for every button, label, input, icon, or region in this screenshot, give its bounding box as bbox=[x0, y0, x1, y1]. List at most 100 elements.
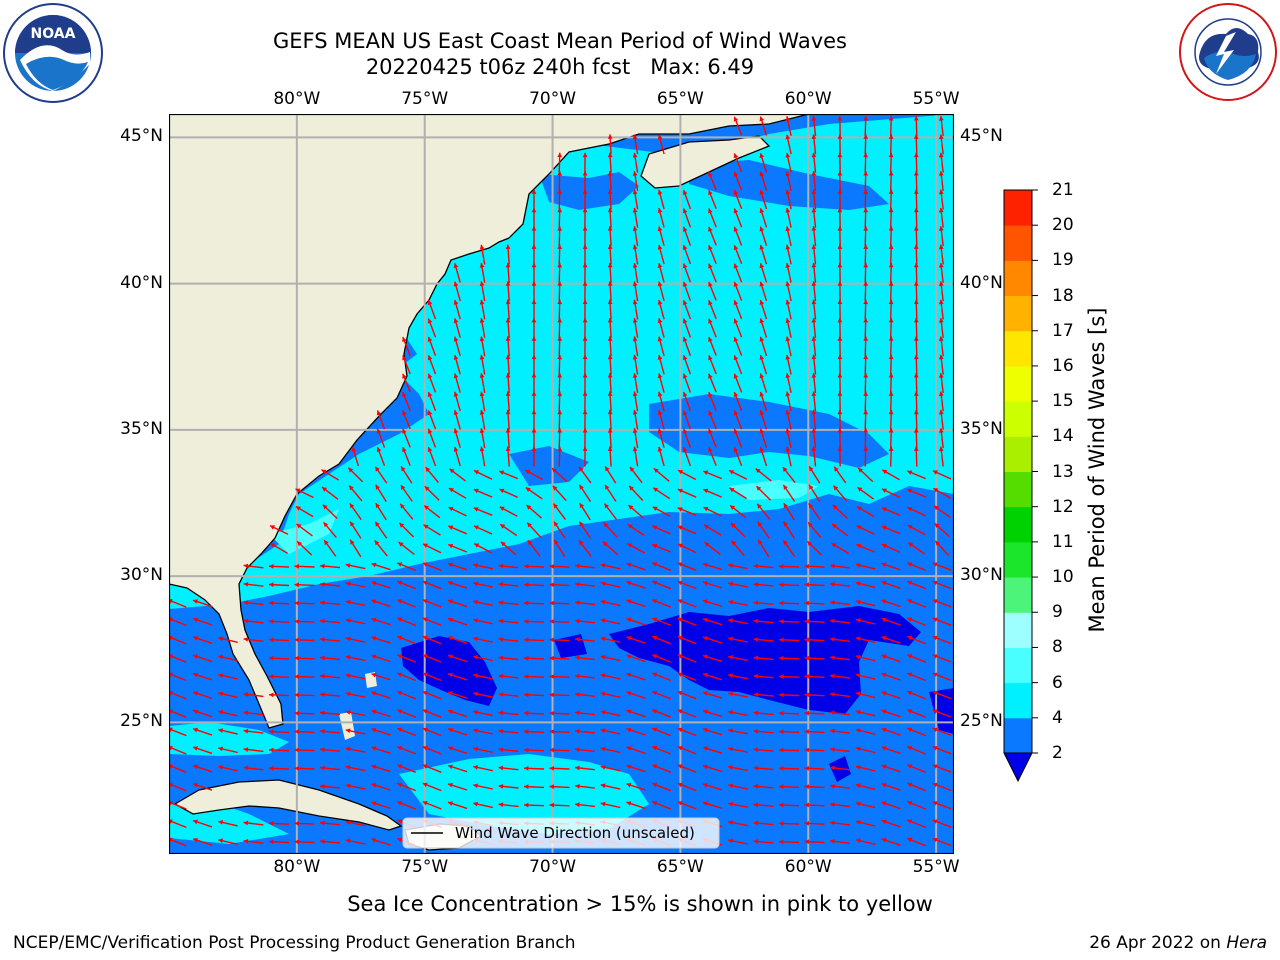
arrow-head bbox=[448, 544, 454, 549]
arrow-head bbox=[295, 488, 301, 493]
arrow-head bbox=[652, 745, 658, 751]
arrow-head bbox=[371, 746, 377, 751]
arrow-head bbox=[677, 654, 683, 659]
colorbar-tick-label: 15 bbox=[1052, 391, 1074, 412]
arrow-head bbox=[549, 784, 554, 790]
arrow-head bbox=[375, 484, 380, 490]
arrow-head bbox=[632, 354, 638, 360]
arrow-head bbox=[479, 299, 485, 305]
arrow-head bbox=[652, 562, 658, 567]
arrow-head bbox=[888, 354, 894, 360]
arrow-head bbox=[652, 782, 658, 788]
arrow-head bbox=[218, 746, 224, 752]
arrow-head bbox=[708, 263, 713, 269]
arrow-head bbox=[479, 263, 485, 268]
arrow-head bbox=[652, 617, 658, 622]
arrow-head bbox=[830, 655, 835, 661]
arrow-head bbox=[708, 208, 713, 214]
arrow-head bbox=[804, 619, 809, 624]
arrow-head bbox=[582, 244, 588, 249]
arrow-head bbox=[243, 637, 249, 642]
arrow-head bbox=[320, 728, 325, 734]
arrow-head bbox=[677, 507, 683, 512]
arrow-head bbox=[863, 336, 869, 341]
arrow-head bbox=[652, 506, 658, 511]
arrow-head bbox=[657, 208, 663, 213]
arrow-head bbox=[804, 747, 809, 753]
arrow-head bbox=[888, 318, 894, 323]
arrow-head bbox=[677, 525, 683, 530]
arrow-head bbox=[193, 654, 198, 659]
arrow-head bbox=[553, 503, 558, 509]
arrow-head bbox=[607, 171, 613, 176]
arrow-head bbox=[427, 447, 433, 452]
arrow-head bbox=[402, 447, 407, 453]
arrow-head bbox=[295, 506, 301, 511]
arrow-head bbox=[837, 428, 843, 433]
arrow-head bbox=[345, 655, 351, 660]
arrow-head bbox=[881, 543, 887, 549]
arrow-head bbox=[708, 318, 713, 324]
arrow-head bbox=[397, 690, 403, 696]
arrow-head bbox=[881, 525, 887, 530]
arrow-head bbox=[531, 373, 537, 378]
arrow-head bbox=[857, 487, 863, 492]
arrow-head bbox=[753, 655, 759, 661]
arrow-head bbox=[294, 839, 299, 845]
arrow-head bbox=[888, 116, 894, 121]
arrow-head bbox=[913, 446, 919, 451]
arrow-head bbox=[834, 466, 839, 472]
arrow-head bbox=[628, 505, 634, 510]
arrow-head bbox=[728, 599, 733, 605]
arrow-head bbox=[863, 318, 869, 323]
arrow-head bbox=[759, 336, 765, 342]
arrow-head bbox=[804, 839, 809, 845]
arrow-head bbox=[422, 580, 428, 586]
arrow-head bbox=[932, 746, 938, 751]
arrow-head bbox=[785, 281, 791, 287]
arrow-head bbox=[424, 486, 430, 491]
arrow-head bbox=[427, 428, 433, 434]
arrow-head bbox=[779, 692, 784, 698]
arrow-head bbox=[932, 819, 938, 824]
arrow-head bbox=[575, 802, 580, 808]
arrow-head bbox=[632, 373, 638, 378]
arrow-head bbox=[473, 801, 478, 807]
arrow-head bbox=[399, 522, 405, 528]
arrow-head bbox=[626, 581, 632, 586]
arrow-head bbox=[448, 727, 453, 733]
arrow-head bbox=[913, 336, 919, 341]
arrow-head bbox=[938, 318, 944, 323]
arrow-head bbox=[863, 152, 869, 158]
arrow-head bbox=[653, 487, 659, 493]
arrow-head bbox=[423, 524, 429, 529]
arrow-head bbox=[575, 655, 580, 661]
arrow-head bbox=[753, 765, 759, 771]
arrow-head bbox=[863, 116, 869, 121]
arrow-head bbox=[549, 564, 554, 569]
arrow-head bbox=[708, 226, 713, 232]
arrow-head bbox=[677, 562, 683, 567]
arrow-head bbox=[582, 171, 588, 176]
arrow-head bbox=[837, 226, 843, 231]
arrow-head bbox=[779, 729, 784, 735]
arrow-head bbox=[932, 470, 938, 475]
arrow-head bbox=[549, 637, 554, 643]
arrow-head bbox=[243, 728, 249, 734]
colorbar-tick-label: 17 bbox=[1052, 320, 1074, 341]
arrow-head bbox=[785, 299, 791, 305]
colorbar-tick-label: 6 bbox=[1052, 672, 1063, 693]
arrow-head bbox=[907, 672, 913, 677]
arrow-head bbox=[733, 300, 739, 306]
arrow-head bbox=[830, 820, 835, 826]
arrow-head bbox=[779, 747, 784, 753]
arrow-head bbox=[863, 134, 869, 139]
arrow-head bbox=[294, 821, 299, 826]
arrow-head bbox=[753, 673, 759, 679]
arrow-head bbox=[779, 619, 784, 624]
arrow-head bbox=[524, 747, 529, 753]
arrow-head bbox=[888, 244, 894, 249]
arrow-head bbox=[855, 820, 861, 825]
lat-label-left: 25°N bbox=[120, 711, 163, 732]
colorbar-segment bbox=[1004, 541, 1032, 578]
